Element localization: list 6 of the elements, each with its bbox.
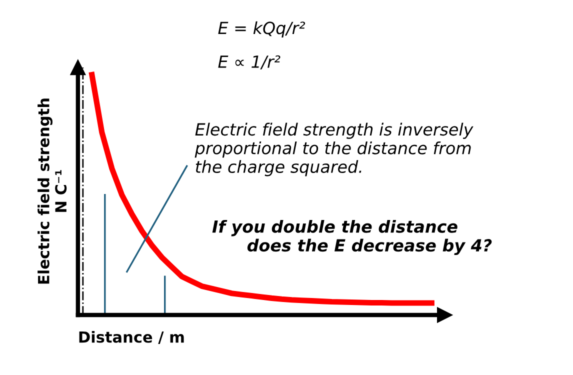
text: E = kQq/r² [218,21,306,38]
y-axis-title: Electric field strength N C⁻¹ [38,98,67,284]
text: E ∝ 1/r² [218,55,280,70]
annotation: If you double the distance does the E decrease by 4? [212,220,492,255]
x-axis-title: Distance / m [79,330,184,344]
annotation: Electric field strength is inversely proportional to the distance from the charge squared. [194,122,474,176]
